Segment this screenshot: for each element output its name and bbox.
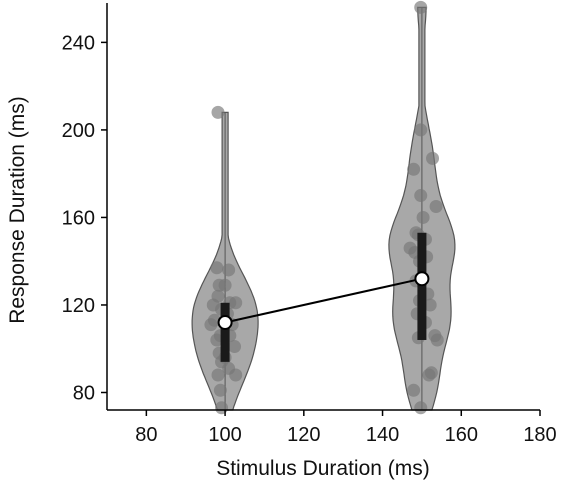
data-point xyxy=(407,383,421,397)
data-point xyxy=(407,162,421,176)
data-point xyxy=(430,333,444,347)
data-point xyxy=(426,151,440,165)
median-line xyxy=(224,277,423,324)
data-point xyxy=(414,189,428,203)
data-point xyxy=(210,261,224,275)
data-point xyxy=(213,383,227,397)
data-point xyxy=(211,368,225,382)
median-marker-100 xyxy=(217,314,233,330)
data-point xyxy=(229,368,243,382)
median-marker-150 xyxy=(414,271,430,287)
y-tick-label-120: 120 xyxy=(62,295,95,317)
x-tick-label-160: 160 xyxy=(445,424,478,446)
x-axis-label: Stimulus Duration (ms) xyxy=(216,457,430,480)
data-point xyxy=(414,123,428,137)
data-point xyxy=(218,278,232,292)
y-tick-label-200: 200 xyxy=(62,120,95,142)
y-tick-label-160: 160 xyxy=(62,207,95,229)
data-point xyxy=(222,263,236,277)
data-point xyxy=(211,105,225,119)
data-point xyxy=(229,296,243,310)
data-point xyxy=(423,298,437,312)
y-tick-label-80: 80 xyxy=(73,382,95,404)
x-tick-label-80: 80 xyxy=(135,424,157,446)
iqr-box-100 xyxy=(220,302,230,362)
data-point xyxy=(422,368,436,382)
data-point xyxy=(416,210,430,224)
x-tick-label-100: 100 xyxy=(208,424,241,446)
median-connector xyxy=(217,271,430,330)
boxes xyxy=(220,232,427,362)
y-tick-label-240: 240 xyxy=(62,32,95,54)
data-point xyxy=(215,401,229,415)
iqr-box-150 xyxy=(417,232,427,340)
data-point xyxy=(210,333,224,347)
axes: 80 100 120 140 160 180 80 120 160 200 240 xyxy=(62,3,557,446)
data-point xyxy=(414,0,428,14)
data-point xyxy=(228,340,242,354)
data-point xyxy=(429,200,443,213)
x-tick-label-120: 120 xyxy=(287,424,320,446)
data-point xyxy=(204,318,218,332)
data-point xyxy=(414,401,428,415)
x-tick-label-140: 140 xyxy=(366,424,399,446)
y-axis-label: Response Duration (ms) xyxy=(6,96,29,324)
x-tick-label-180: 180 xyxy=(523,424,556,446)
